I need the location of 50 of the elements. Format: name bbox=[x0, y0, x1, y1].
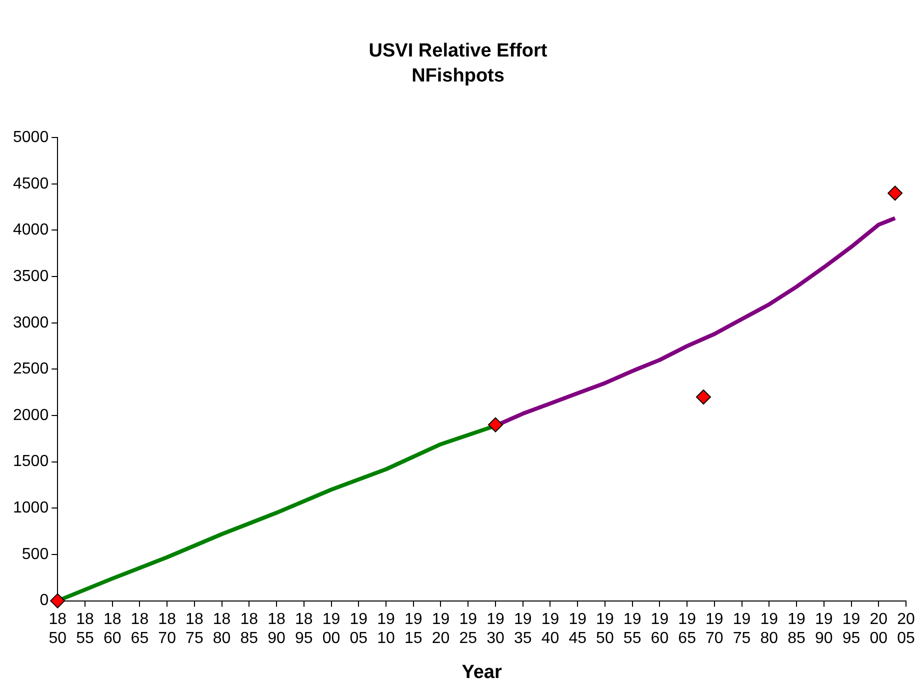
x-tick-label: 19 45 bbox=[568, 610, 587, 648]
point bbox=[488, 417, 503, 432]
x-tick-label: 18 60 bbox=[103, 610, 122, 648]
y-tick-label: 4500 bbox=[13, 175, 49, 192]
y-tick-label: 4000 bbox=[13, 222, 49, 239]
y-tick-label: 3500 bbox=[13, 268, 49, 285]
x-tick-label: 19 90 bbox=[815, 610, 833, 648]
x-tick-label: 19 10 bbox=[377, 610, 396, 648]
x-tick-label: 18 85 bbox=[240, 610, 258, 648]
x-tick-label: 18 75 bbox=[186, 610, 204, 648]
x-tick-label: 19 30 bbox=[486, 610, 504, 648]
y-tick-label: 1500 bbox=[13, 453, 49, 470]
x-tick-label: 19 35 bbox=[514, 610, 532, 648]
x-tick-label: 19 50 bbox=[596, 610, 614, 648]
x-tick-label: 18 65 bbox=[130, 610, 149, 648]
x-tick-label: 19 25 bbox=[459, 610, 478, 648]
x-tick-label: 19 80 bbox=[760, 610, 778, 648]
x-tick-label: 20 05 bbox=[897, 610, 915, 648]
x-tick-label: 19 15 bbox=[404, 610, 422, 648]
y-tick-label: 1000 bbox=[13, 500, 49, 517]
x-tick-label: 19 40 bbox=[541, 610, 560, 648]
chart-title: USVI Relative Effort bbox=[368, 40, 548, 62]
x-tick-label: 19 05 bbox=[350, 610, 368, 648]
y-tick-label: 3000 bbox=[13, 314, 49, 332]
x-tick-label: 19 60 bbox=[650, 610, 669, 648]
x-axis-title: Year bbox=[462, 662, 502, 683]
x-tick-label: 19 55 bbox=[623, 610, 642, 648]
x-tick-label: 18 90 bbox=[268, 610, 286, 648]
point bbox=[50, 593, 66, 608]
x-tick-label: 19 00 bbox=[322, 610, 340, 648]
x-tick-label: 18 70 bbox=[158, 610, 176, 648]
x-tick-label: 18 80 bbox=[212, 610, 231, 648]
x-tick-label: 18 55 bbox=[76, 610, 94, 648]
x-tick-label: 18 50 bbox=[48, 610, 67, 648]
point bbox=[696, 389, 711, 404]
x-tick-label: 20 00 bbox=[870, 610, 888, 648]
x-tick-label: 19 70 bbox=[706, 610, 724, 648]
x-tick-label: 18 95 bbox=[295, 610, 313, 648]
y-tick-label: 2500 bbox=[13, 360, 49, 378]
x-tick-label: 19 20 bbox=[432, 610, 450, 648]
y-tick-label: 2000 bbox=[13, 406, 49, 424]
x-tick-label: 19 65 bbox=[678, 610, 696, 648]
chart-subtitle: NFishpots bbox=[412, 65, 504, 86]
y-tick-label: 0 bbox=[40, 592, 49, 610]
x-tick-label: 19 75 bbox=[732, 610, 751, 648]
y-tick-label: 500 bbox=[22, 546, 49, 563]
point bbox=[888, 186, 903, 201]
x-tick-label: 19 85 bbox=[788, 610, 806, 648]
x-tick-label: 19 95 bbox=[842, 610, 860, 648]
y-tick-label: 5000 bbox=[13, 129, 49, 146]
